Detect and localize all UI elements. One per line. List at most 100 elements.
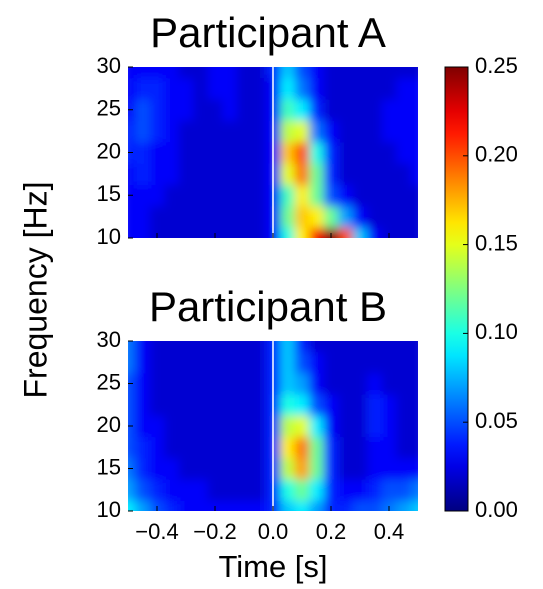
heatmap-cell — [280, 99, 296, 121]
heatmap-cell — [294, 99, 310, 121]
heatmap-cell — [236, 163, 252, 186]
heatmap-cell — [323, 120, 339, 143]
heatmap-cell — [178, 120, 194, 143]
heatmap-cell — [236, 457, 252, 480]
heatmap-cell — [135, 120, 151, 143]
heatmap-cell — [294, 394, 310, 416]
heatmap-cell — [251, 351, 267, 374]
heatmap-cell — [396, 141, 412, 164]
heatmap-cell — [178, 351, 194, 374]
heatmap-cell — [352, 372, 368, 395]
colorbar-tick-label: 0.10 — [475, 319, 518, 344]
heatmap-cell — [309, 415, 325, 438]
heatmap-cell — [338, 415, 354, 438]
heatmap-cell — [396, 163, 412, 186]
heatmap-cell — [367, 227, 383, 238]
heatmap-cell — [338, 67, 354, 79]
heatmap-cell — [193, 67, 209, 79]
heatmap-cell — [280, 341, 296, 353]
heatmap-cell — [309, 99, 325, 121]
heatmap-cell — [396, 120, 412, 143]
heatmap-cell — [149, 120, 165, 143]
heatmap-cell — [251, 500, 267, 511]
heatmap-cell — [222, 436, 238, 459]
heatmap-cell — [128, 394, 136, 416]
heatmap-cell — [178, 77, 194, 100]
heatmap-cell — [128, 479, 136, 501]
heatmap-cell — [222, 227, 238, 238]
heatmap-cell — [280, 394, 296, 416]
heatmap-cell — [178, 227, 194, 238]
heatmap-cell — [367, 120, 383, 143]
heatmap-cell — [309, 341, 325, 353]
heatmap-cell — [352, 184, 368, 207]
heatmap-cell — [207, 227, 223, 238]
heatmap-cell — [294, 77, 310, 100]
heatmap-cell — [294, 227, 310, 238]
heatmap-cell — [323, 500, 339, 511]
heatmap-cell — [367, 341, 383, 353]
heatmap-cell — [207, 394, 223, 416]
colorbar — [444, 66, 469, 512]
heatmap-cell — [222, 372, 238, 395]
heatmap-cell — [193, 341, 209, 353]
heatmap-cell — [410, 184, 418, 207]
heatmap-cell — [381, 500, 397, 511]
heatmap-cell — [323, 163, 339, 186]
heatmap-cell — [236, 227, 252, 238]
heatmap-cell — [410, 341, 418, 353]
heatmap-cell — [323, 227, 339, 238]
heatmap-cell — [410, 372, 418, 395]
heatmap-cell — [222, 205, 238, 228]
heatmap-cell — [338, 227, 354, 238]
heatmap-cell — [338, 77, 354, 100]
heatmap-cell — [193, 120, 209, 143]
heatmap-cell — [222, 77, 238, 100]
heatmap-cell — [193, 184, 209, 207]
heatmap-cell — [193, 372, 209, 395]
heatmap-cell — [294, 120, 310, 143]
heatmap-cell — [280, 205, 296, 228]
heatmap-cell — [323, 205, 339, 228]
y-tick-label: 25 — [97, 96, 121, 121]
heatmap-cell — [323, 372, 339, 395]
heatmap-cell — [323, 394, 339, 416]
heatmap-cell — [280, 184, 296, 207]
heatmap-cell — [251, 372, 267, 395]
heatmap-cell — [352, 77, 368, 100]
heatmap-cell — [410, 205, 418, 228]
heatmap-cell — [396, 500, 412, 511]
heatmap-cell — [128, 120, 136, 143]
heatmap-cell — [396, 479, 412, 501]
x-tick-label: −0.4 — [135, 519, 178, 544]
heatmap-cell — [410, 67, 418, 79]
x-tick-label: −0.2 — [193, 519, 236, 544]
panel-title: Participant B — [149, 283, 387, 330]
heatmap-cell — [323, 436, 339, 459]
heatmap-cell — [338, 457, 354, 480]
heatmap-cell — [193, 479, 209, 501]
heatmap-cell — [410, 457, 418, 480]
heatmap-cell — [280, 141, 296, 164]
heatmap-cell — [207, 141, 223, 164]
heatmap-cell — [222, 141, 238, 164]
x-tick-label: 0.4 — [374, 519, 405, 544]
heatmap-cell — [236, 351, 252, 374]
heatmap-cell — [280, 163, 296, 186]
heatmap-cell — [178, 457, 194, 480]
heatmap-cell — [381, 372, 397, 395]
heatmap-cell — [396, 436, 412, 459]
heatmap-cell — [222, 163, 238, 186]
heatmap-cell — [294, 479, 310, 501]
heatmap-cell — [178, 205, 194, 228]
y-tick-label: 20 — [97, 138, 121, 163]
heatmap-cell — [164, 205, 180, 228]
heatmap-cell — [396, 341, 412, 353]
heatmap-cells — [128, 341, 418, 511]
heatmap-cell — [149, 99, 165, 121]
heatmap-cell — [410, 227, 418, 238]
heatmap-cell — [222, 67, 238, 79]
heatmap-cell — [164, 227, 180, 238]
heatmap-cell — [396, 99, 412, 121]
heatmap-cell — [149, 77, 165, 100]
